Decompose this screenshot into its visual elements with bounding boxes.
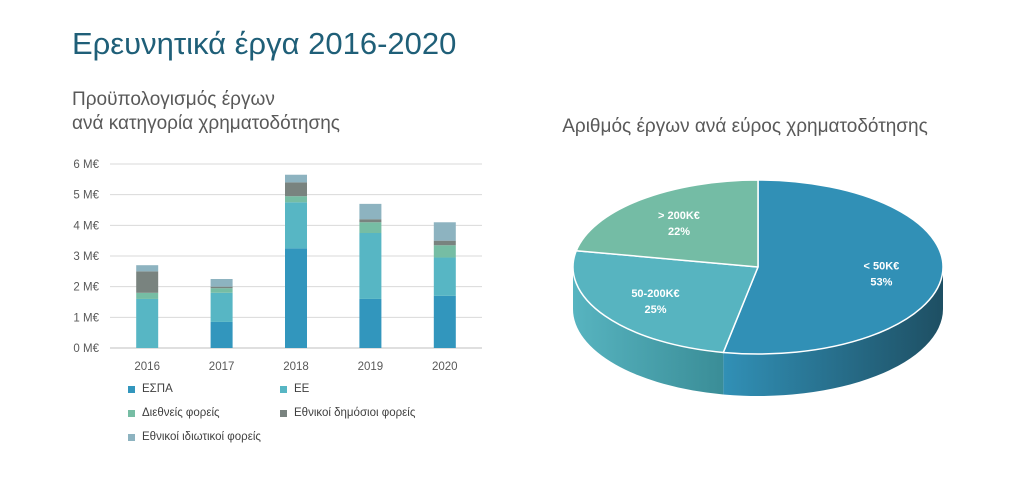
y-tick-label: 3 M€	[73, 251, 99, 263]
pie-slice	[722, 179, 944, 355]
bar-chart-title-line-1: Προϋπολογισμός έργων	[72, 89, 275, 110]
legend-swatch	[128, 409, 135, 417]
legend-item: Εθνικοί ιδιωτικοί φορείς	[128, 431, 261, 443]
legend-label: Διεθνείς φορείς	[142, 407, 220, 419]
x-tick-label: 2016	[134, 361, 160, 373]
bar-chart-title: Προϋπολογισμός έργων ανά κατηγορία χρημα…	[72, 88, 340, 136]
bar-segment	[136, 292, 159, 299]
y-tick-label: 5 M€	[73, 190, 99, 202]
y-tick-label: 4 M€	[73, 220, 99, 232]
bar-segment	[136, 298, 159, 348]
bar-segment	[285, 202, 307, 249]
bar-segment	[359, 222, 382, 233]
bar-segment	[285, 248, 307, 348]
bar-segment	[210, 286, 233, 289]
bar-segment	[359, 298, 382, 348]
legend-item: Εθνικοί δημόσιοι φορείς	[280, 407, 415, 419]
pie-slice-label: 50-200K€	[631, 288, 679, 300]
pie-chart-title: Αριθμός έργων ανά εύρος χρηματοδότησης	[562, 116, 928, 137]
legend-swatch	[280, 409, 287, 417]
legend-item: Διεθνείς φορείς	[128, 407, 220, 419]
pie-slice-percent: 25%	[644, 304, 666, 316]
bar-segment	[136, 265, 159, 272]
legend-swatch	[128, 433, 135, 441]
x-tick-label: 2018	[283, 361, 309, 373]
bar-segment	[210, 292, 233, 322]
bar-segment	[210, 279, 233, 287]
bar-segment	[136, 271, 159, 293]
bar-segment	[285, 196, 307, 203]
x-tick-label: 2020	[432, 361, 458, 373]
bar-segment	[433, 295, 456, 348]
bar-segment	[433, 245, 456, 258]
bar-segment	[359, 203, 382, 220]
x-tick-label: 2019	[358, 361, 384, 373]
page-title: Ερευνητικά έργα 2016-2020	[72, 26, 457, 61]
pie-slice-label: > 200K€	[658, 210, 700, 222]
pie-slice	[572, 249, 759, 354]
bar-segment	[359, 219, 382, 223]
y-tick-label: 0 M€	[73, 343, 99, 355]
legend-item: ΕΕ	[280, 383, 309, 395]
y-tick-label: 1 M€	[73, 312, 99, 324]
bar-segment	[210, 288, 233, 293]
y-tick-label: 6 M€	[73, 159, 99, 171]
bar-segment	[359, 233, 382, 299]
legend-label: Εθνικοί ιδιωτικοί φορείς	[142, 431, 261, 443]
bar-segment	[285, 174, 307, 183]
pie-slice	[575, 179, 759, 268]
legend-swatch	[128, 385, 135, 393]
legend-label: Εθνικοί δημόσιοι φορείς	[294, 407, 416, 419]
x-tick-label: 2017	[209, 361, 235, 373]
legend-item: ΕΣΠΑ	[128, 383, 173, 395]
bar-segment	[433, 222, 456, 241]
legend-swatch	[280, 385, 287, 393]
bar-segment	[433, 257, 456, 296]
bar-chart-title-line-2: ανά κατηγορία χρηματοδότησης	[72, 113, 340, 134]
pie-slice-percent: 53%	[870, 276, 892, 288]
bar-segment	[285, 182, 307, 197]
legend-label: ΕΣΠΑ	[142, 383, 173, 395]
pie-slice-label: < 50K€	[864, 260, 900, 272]
bar-segment	[210, 321, 233, 348]
y-tick-label: 2 M€	[73, 282, 99, 294]
pie-slice-side	[573, 267, 724, 395]
legend-label: ΕΕ	[294, 383, 310, 395]
pie-slice-side	[723, 267, 943, 396]
bar-segment	[433, 240, 456, 246]
pie-slice-percent: 22%	[668, 226, 690, 238]
